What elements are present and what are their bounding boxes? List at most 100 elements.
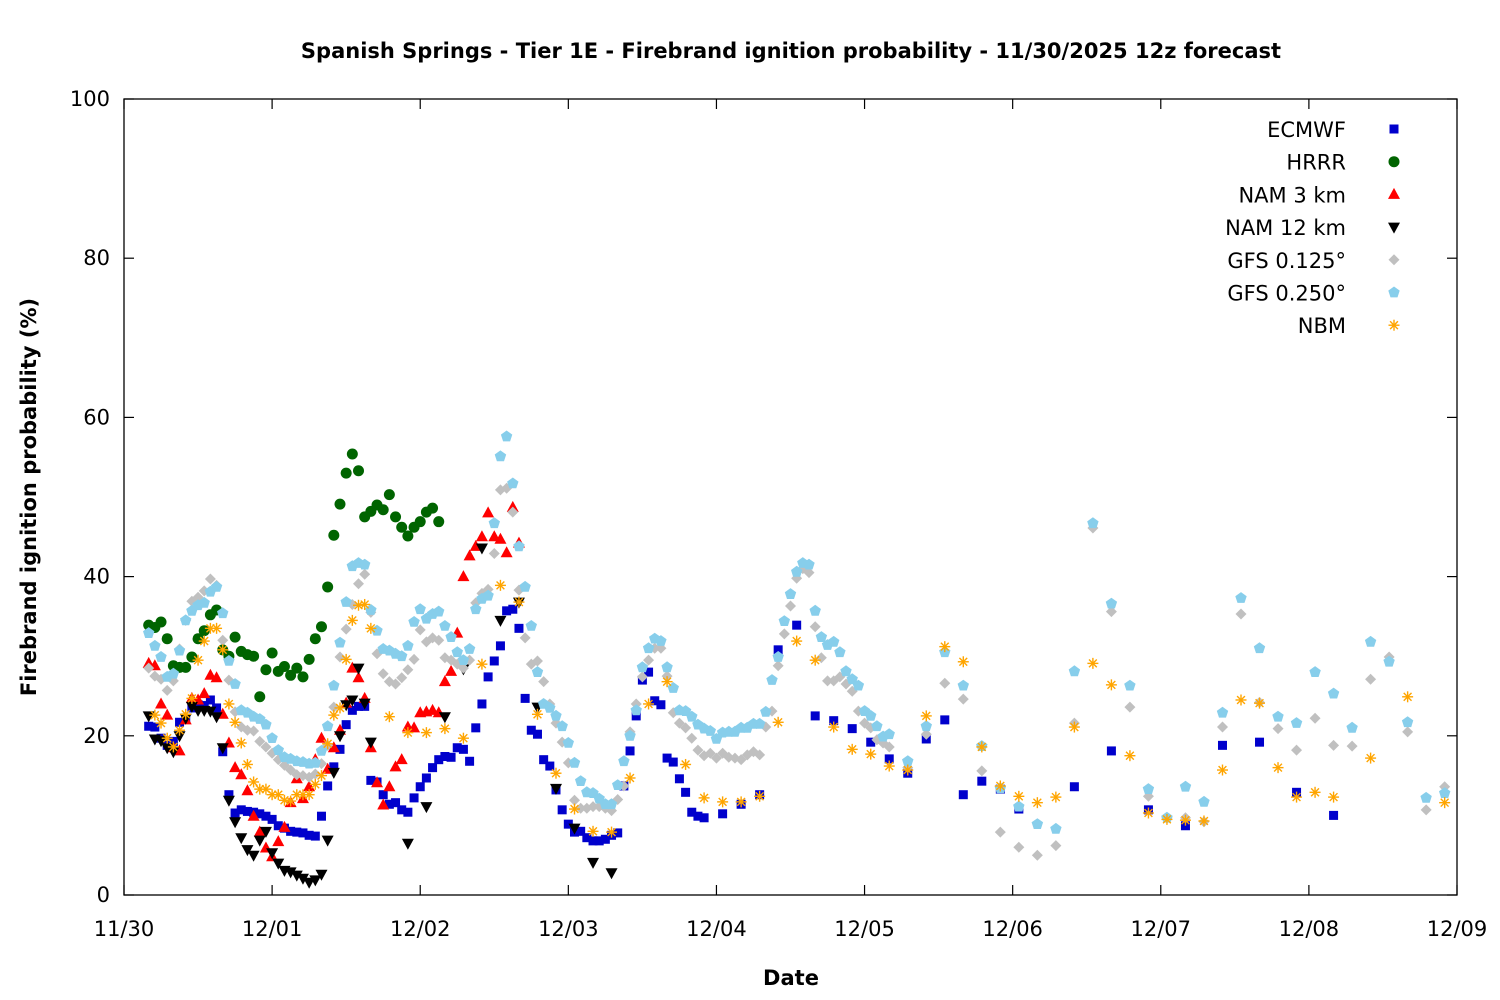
legend-marker-nbm xyxy=(1388,319,1400,331)
gfs-0-250-point xyxy=(1031,818,1044,829)
gfs-0-250-point xyxy=(791,565,803,577)
nam-12-km-point xyxy=(235,833,248,845)
gfs-0-125-point xyxy=(772,660,784,672)
ecmwf-point xyxy=(940,715,950,725)
ecmwf-point xyxy=(298,828,308,838)
nam-12-km-point xyxy=(142,711,155,723)
gfs-0-250-point xyxy=(828,635,840,647)
gfs-0-250-point xyxy=(1401,716,1414,728)
gfs-0-250-point xyxy=(661,661,673,673)
ecmwf-point xyxy=(224,790,234,800)
legend-label: GFS 0.250° xyxy=(1227,282,1346,306)
gfs-0-250-point xyxy=(612,779,624,790)
gfs-0-250-point xyxy=(414,603,426,615)
nbm-point xyxy=(457,732,469,744)
nam-12-km-point xyxy=(568,823,581,835)
gfs-0-250-point xyxy=(1179,780,1192,792)
series-gfs-0-125 xyxy=(143,482,1451,861)
nam-12-km-point xyxy=(333,731,346,743)
gfs-0-125-point xyxy=(254,735,266,747)
hrrr-point xyxy=(285,669,297,681)
gfs-0-250-point xyxy=(618,755,630,767)
nbm-point xyxy=(1254,697,1266,709)
nbm-point xyxy=(420,727,432,739)
nam-12-km-point xyxy=(296,873,309,885)
ecmwf-point xyxy=(452,743,462,753)
ecmwf-point xyxy=(329,762,339,772)
ecmwf-point xyxy=(261,811,271,821)
hrrr-point xyxy=(229,631,241,643)
ecmwf-point xyxy=(489,656,499,666)
gfs-0-250-point xyxy=(1346,721,1358,733)
gfs-0-250-point xyxy=(642,642,655,654)
nbm-point xyxy=(1309,786,1321,798)
gfs-0-125-point xyxy=(636,671,648,683)
gfs-0-125-point xyxy=(396,672,408,684)
x-tick-label: 12/09 xyxy=(1427,917,1488,941)
y-tick-label: 20 xyxy=(83,724,110,748)
gfs-0-250-point xyxy=(507,477,519,489)
nbm-point xyxy=(439,723,451,735)
nam-3-km-point xyxy=(494,532,507,544)
nam-3-km-point xyxy=(235,768,248,780)
gfs-0-250-point xyxy=(1327,687,1340,699)
gfs-0-250-point xyxy=(605,798,618,810)
gfs-0-125-point xyxy=(402,664,414,676)
x-tick-label: 12/04 xyxy=(686,917,747,941)
nbm-point xyxy=(772,716,784,728)
nbm-point xyxy=(1272,762,1284,774)
nbm-point xyxy=(186,692,198,704)
legend-label: GFS 0.125° xyxy=(1227,249,1346,273)
legend-marker-gfs-0-125 xyxy=(1388,254,1400,266)
gfs-0-125-point xyxy=(883,741,895,753)
nbm-point xyxy=(309,778,321,790)
legend-marker-ecmwf xyxy=(1389,124,1399,134)
x-axis-label: Date xyxy=(763,966,819,990)
nam-3-km-point xyxy=(241,784,254,796)
hrrr-point xyxy=(322,581,334,593)
gfs-0-125-point xyxy=(1235,608,1247,620)
nam-3-km-point xyxy=(161,708,174,720)
ecmwf-point xyxy=(631,711,641,721)
nbm-point xyxy=(569,803,581,815)
ecmwf-point xyxy=(557,805,567,815)
legend-label: ECMWF xyxy=(1267,118,1346,142)
gfs-0-250-point xyxy=(871,720,883,732)
ecmwf-point xyxy=(1069,782,1079,792)
gfs-0-250-point xyxy=(143,627,155,638)
gfs-0-125-point xyxy=(587,801,599,813)
nam-12-km-point xyxy=(241,845,254,857)
ecmwf-point xyxy=(292,827,302,837)
nbm-point xyxy=(976,741,988,753)
ecmwf-point xyxy=(545,761,555,771)
y-tick-label: 80 xyxy=(83,246,110,270)
gfs-0-125-point xyxy=(1031,849,1043,861)
nbm-point xyxy=(994,780,1006,792)
ecmwf-point xyxy=(378,790,388,800)
gfs-0-250-point xyxy=(753,717,766,729)
hrrr-point xyxy=(260,664,272,676)
gfs-0-125-point xyxy=(1309,712,1321,724)
gfs-0-250-point xyxy=(488,517,500,529)
nam-12-km-point xyxy=(401,838,414,850)
ecmwf-point xyxy=(384,799,394,809)
gfs-0-250-point xyxy=(778,615,790,626)
nbm-point xyxy=(1142,807,1154,819)
nam-3-km-point xyxy=(445,664,458,676)
ecmwf-point xyxy=(508,604,518,614)
ecmwf-point xyxy=(397,805,407,815)
legend-marker-gfs-0-250 xyxy=(1388,286,1400,298)
nam-12-km-point xyxy=(549,783,562,795)
ecmwf-point xyxy=(1217,740,1227,750)
nam-12-km-point xyxy=(161,743,174,755)
gfs-0-250-point xyxy=(556,720,568,732)
nbm-point xyxy=(1439,797,1451,809)
ecmwf-point xyxy=(316,811,326,821)
nbm-point xyxy=(161,732,173,744)
gfs-0-125-point xyxy=(390,678,402,690)
gfs-0-250-point xyxy=(328,679,340,691)
ecmwf-point xyxy=(483,672,493,682)
ecmwf-point xyxy=(977,776,987,786)
nbm-point xyxy=(957,656,969,668)
gfs-0-250-point xyxy=(1013,800,1025,812)
